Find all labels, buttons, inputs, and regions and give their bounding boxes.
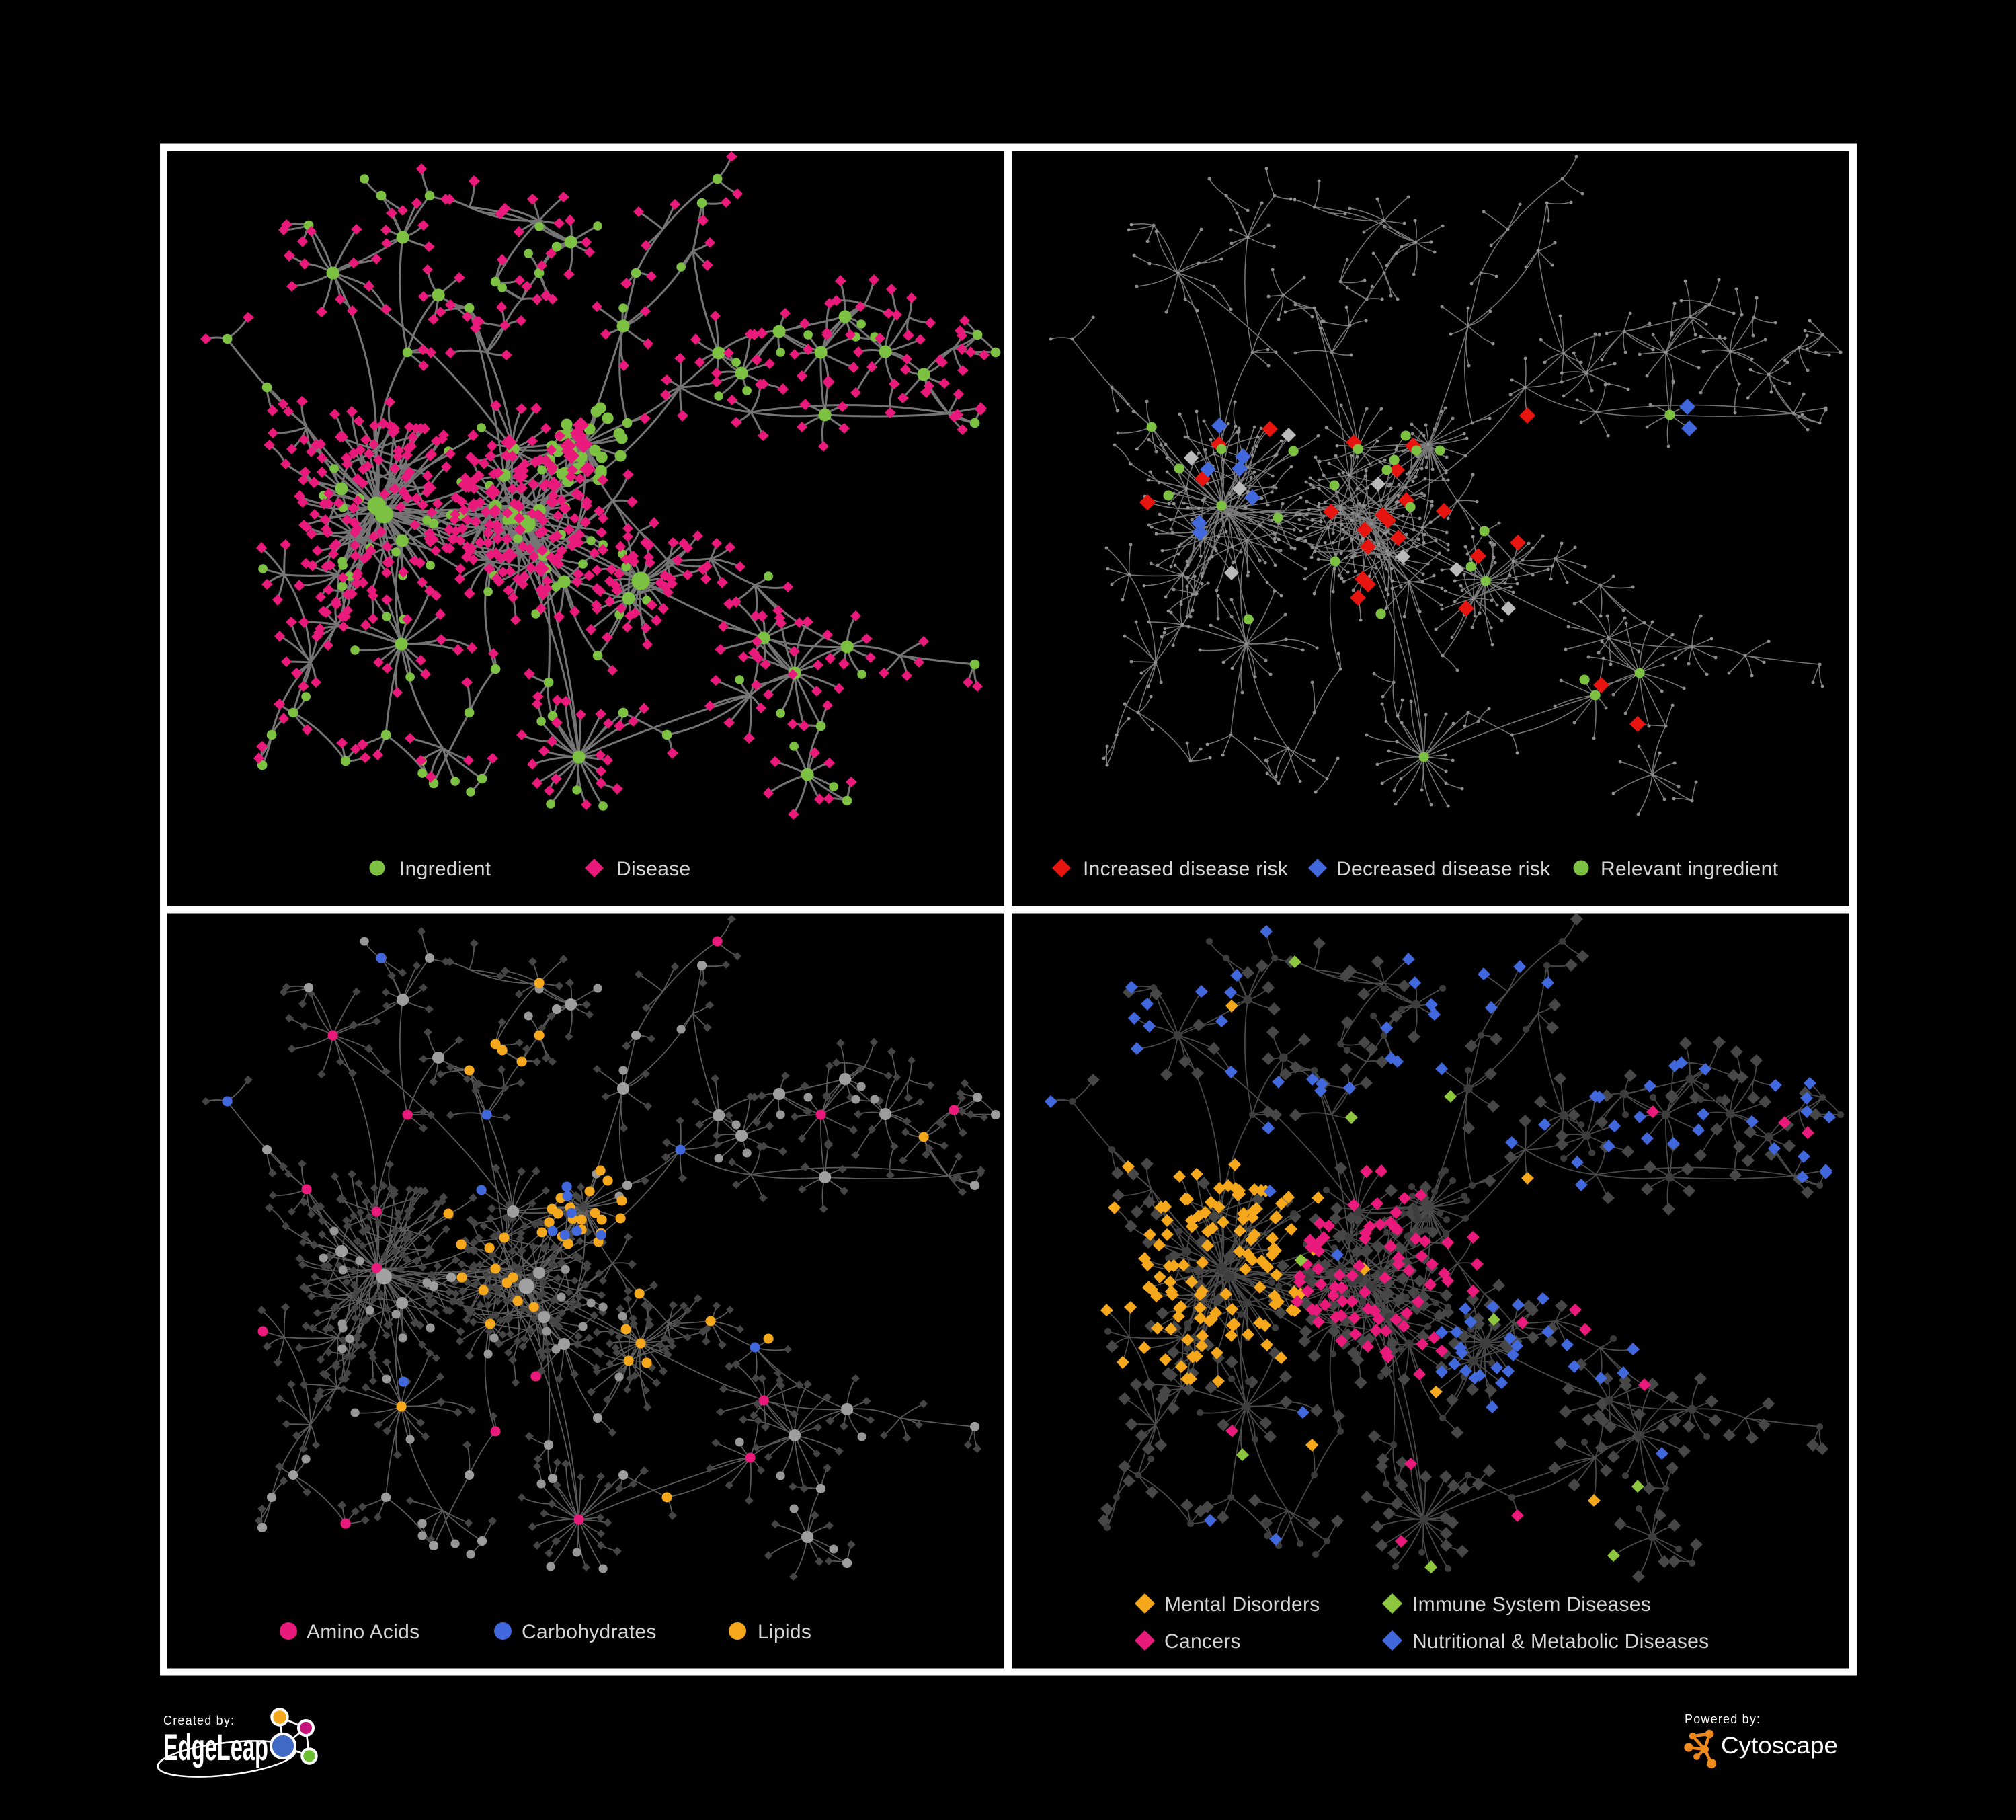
svg-text:Powered by:: Powered by: [1685,1712,1761,1726]
svg-text:Mental Disorders: Mental Disorders [1164,1593,1320,1616]
svg-text:Created by:: Created by: [163,1714,235,1727]
svg-text:Amino Acids: Amino Acids [307,1621,419,1643]
svg-text:Immune System Diseases: Immune System Diseases [1412,1593,1651,1616]
svg-text:Decreased disease risk: Decreased disease risk [1336,858,1551,880]
svg-text:Disease: Disease [616,858,690,880]
svg-text:Nutritional & Metabolic Diseas: Nutritional & Metabolic Diseases [1412,1630,1709,1653]
svg-text:Relevant ingredient: Relevant ingredient [1601,858,1779,880]
svg-text:Carbohydrates: Carbohydrates [522,1621,657,1643]
svg-text:Cancers: Cancers [1164,1630,1241,1653]
svg-text:Increased disease risk: Increased disease risk [1083,858,1289,880]
svg-text:Ingredient: Ingredient [399,858,491,880]
svg-text:Cytoscape: Cytoscape [1721,1732,1838,1759]
svg-text:EdgeLeap: EdgeLeap [163,1726,268,1768]
svg-text:Lipids: Lipids [758,1621,811,1643]
